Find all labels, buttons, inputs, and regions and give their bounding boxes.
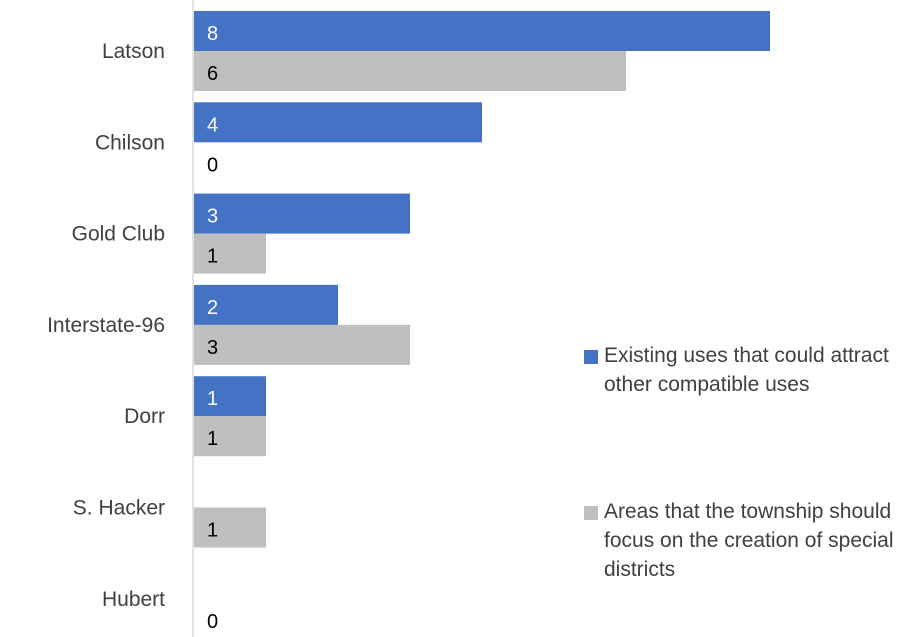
value-label-s1-0: 6 bbox=[207, 63, 218, 85]
category-label-4: Dorr bbox=[124, 405, 165, 428]
bars bbox=[194, 11, 770, 548]
legend-second: Areas that the township should focus on … bbox=[584, 497, 906, 584]
legend: Existing uses that could attract other c… bbox=[584, 341, 906, 399]
value-label-s0-0: 8 bbox=[207, 23, 218, 45]
value-label-s1-1: 0 bbox=[207, 154, 218, 176]
bar-s1-0 bbox=[194, 51, 626, 91]
value-label-s0-1: 4 bbox=[207, 114, 218, 136]
bar-s0-1 bbox=[194, 102, 482, 143]
category-label-1: Chilson bbox=[95, 131, 165, 154]
value-label-s0-2: 3 bbox=[207, 206, 218, 228]
bar-s1-5 bbox=[194, 507, 266, 548]
value-label-s1-2: 1 bbox=[207, 246, 218, 268]
bar-s1-3 bbox=[194, 324, 410, 365]
value-label-s0-3: 2 bbox=[207, 297, 218, 319]
category-label-5: S. Hacker bbox=[73, 497, 165, 520]
category-labels: Latson Chilson Gold Club Interstate-96 Dorr S… bbox=[47, 40, 165, 611]
bar-s1-2 bbox=[194, 233, 266, 274]
bar-s0-3 bbox=[194, 284, 338, 325]
category-label-6: Hubert bbox=[102, 588, 165, 611]
value-label-s1-3: 3 bbox=[207, 337, 218, 359]
bar-s0-2 bbox=[194, 193, 410, 234]
bar-s1-4 bbox=[194, 416, 266, 457]
bar-s0-4 bbox=[194, 376, 266, 417]
legend-label-special-districts: Areas that the township should focus on … bbox=[604, 500, 894, 581]
value-label-s1-4: 1 bbox=[207, 428, 218, 450]
category-label-2: Gold Club bbox=[72, 223, 165, 246]
legend-swatch-gray bbox=[584, 506, 598, 520]
legend-label-existing-uses: Existing uses that could attract other c… bbox=[604, 344, 889, 396]
legend-item-existing-uses: Existing uses that could attract other c… bbox=[584, 341, 906, 399]
value-labels: 8 6 4 0 3 1 2 3 1 1 1 0 bbox=[207, 23, 218, 633]
value-label-s1-5: 1 bbox=[207, 520, 218, 542]
category-label-0: Latson bbox=[102, 40, 165, 63]
category-label-3: Interstate-96 bbox=[47, 314, 165, 337]
value-label-s1-6: 0 bbox=[207, 611, 218, 633]
value-label-s0-4: 1 bbox=[207, 388, 218, 410]
legend-swatch-blue bbox=[584, 350, 598, 364]
bar-s0-0 bbox=[194, 11, 770, 51]
legend-item-special-districts: Areas that the township should focus on … bbox=[584, 497, 906, 584]
